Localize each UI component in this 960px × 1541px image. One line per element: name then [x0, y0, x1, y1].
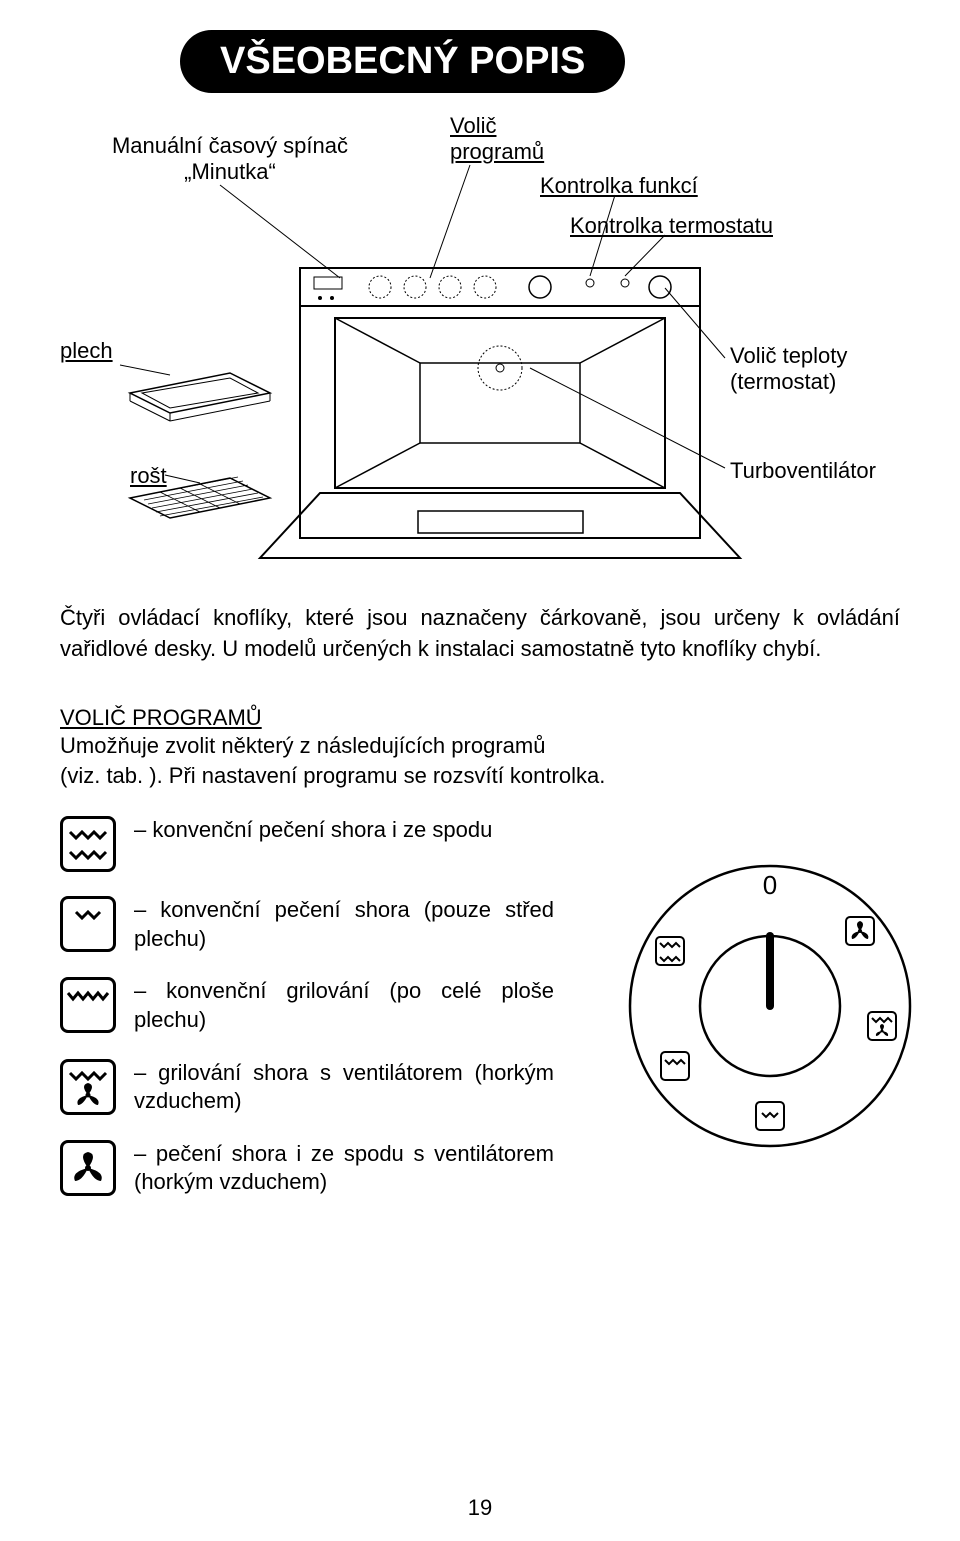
- mode-icon-grill-fan: [60, 1059, 116, 1115]
- mode-text-1: – konvenční pečení shora i ze spodu: [134, 816, 492, 845]
- mode-icon-conventional-both: [60, 816, 116, 872]
- modes-section: 0: [60, 816, 900, 1197]
- mode-text-4: – grilování shora s ventilátorem (horkým…: [134, 1059, 554, 1116]
- section-heading: VOLIČ PROGRAMŮ: [60, 705, 900, 731]
- mode-text-3: – konvenční grilování (po celé ploše ple…: [134, 977, 554, 1034]
- page-number: 19: [0, 1495, 960, 1521]
- section-subtext-2: (viz. tab. ). Při nastavení programu se …: [60, 761, 900, 792]
- mode-text-5: – pečení shora i ze spodu s ventilátorem…: [134, 1140, 554, 1197]
- page-title-text: VŠEOBECNÝ POPIS: [220, 40, 585, 82]
- mode-icon-fan: [60, 1140, 116, 1196]
- page-title-pill: VŠEOBECNÝ POPIS: [180, 30, 625, 93]
- intro-paragraph: Čtyři ovládací knoflíky, které jsou nazn…: [60, 603, 900, 665]
- program-dial: 0: [620, 856, 920, 1156]
- diagram-svg: [60, 113, 900, 573]
- mode-icon-conventional-top-center: [60, 896, 116, 952]
- svg-text:0: 0: [763, 870, 777, 900]
- mode-text-2: – konvenční pečení shora (pouze střed pl…: [134, 896, 554, 953]
- oven-diagram: Manuální časový spínač„Minutka“ Voličpro…: [60, 113, 900, 573]
- mode-icon-grill-full: [60, 977, 116, 1033]
- section-subtext-1: Umožňuje zvolit některý z následujících …: [60, 731, 900, 762]
